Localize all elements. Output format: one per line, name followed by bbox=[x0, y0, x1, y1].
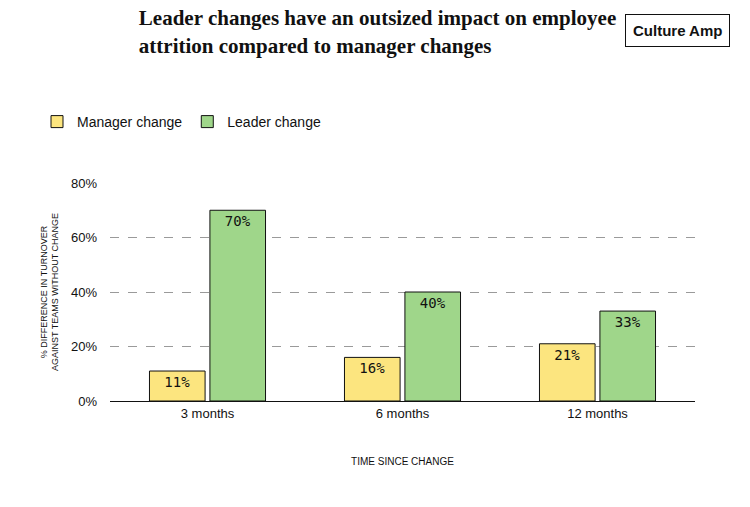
svg-text:70%: 70% bbox=[225, 213, 251, 229]
svg-text:Culture Amp: Culture Amp bbox=[633, 22, 722, 39]
svg-text:Leader changes have an outsize: Leader changes have an outsized impact o… bbox=[139, 6, 616, 57]
svg-text:Manager change: Manager change bbox=[77, 114, 182, 130]
svg-text:21%: 21% bbox=[554, 347, 580, 363]
svg-text:0%: 0% bbox=[78, 394, 97, 409]
svg-text:3 months: 3 months bbox=[181, 406, 235, 421]
svg-text:40%: 40% bbox=[71, 285, 97, 300]
svg-text:6 months: 6 months bbox=[376, 406, 430, 421]
svg-text:11%: 11% bbox=[164, 374, 190, 390]
svg-text:12 months: 12 months bbox=[567, 406, 628, 421]
svg-text:80%: 80% bbox=[71, 176, 97, 191]
svg-text:TIME SINCE CHANGE: TIME SINCE CHANGE bbox=[351, 456, 454, 467]
svg-text:Leader change: Leader change bbox=[227, 114, 321, 130]
svg-text:16%: 16% bbox=[359, 360, 385, 376]
svg-text:% DIFFERENCE IN TURNOVERAGAINS: % DIFFERENCE IN TURNOVERAGAINST TEAMS WI… bbox=[39, 213, 61, 371]
svg-text:60%: 60% bbox=[71, 230, 97, 245]
svg-text:33%: 33% bbox=[615, 314, 641, 330]
svg-text:20%: 20% bbox=[71, 339, 97, 354]
svg-text:40%: 40% bbox=[420, 295, 446, 311]
